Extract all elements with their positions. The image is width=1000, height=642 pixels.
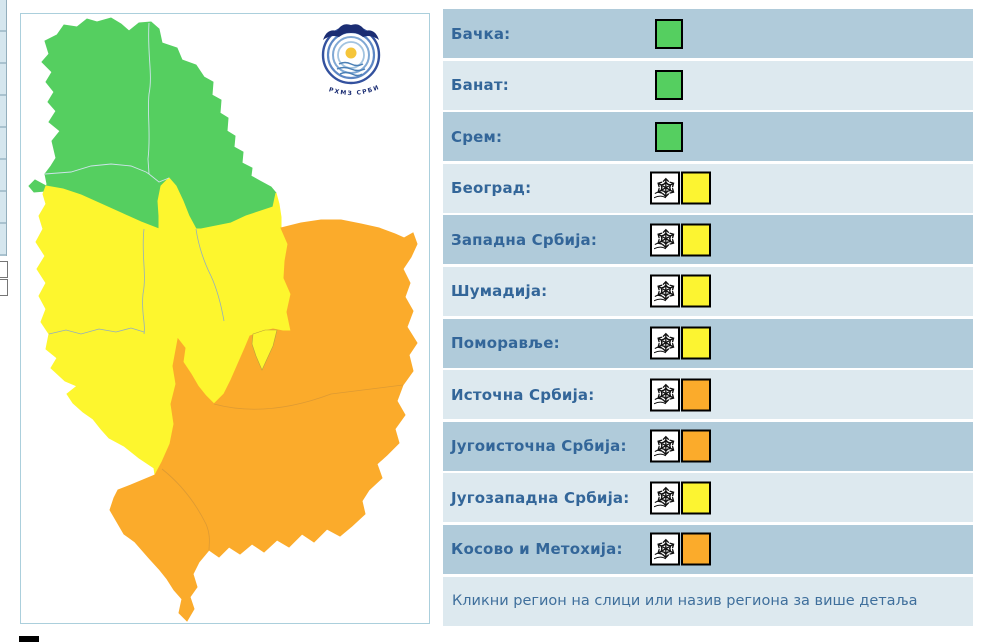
alert-icons bbox=[650, 274, 711, 308]
alert-level-swatch bbox=[655, 18, 683, 49]
alert-level-swatch bbox=[681, 429, 711, 463]
region-name-link[interactable]: Источна Србија: bbox=[451, 385, 595, 404]
alert-icons bbox=[650, 481, 711, 515]
alert-icons bbox=[650, 326, 711, 360]
region-name-link[interactable]: Београд: bbox=[451, 179, 532, 198]
central-district-borders bbox=[48, 228, 225, 335]
region-name-link[interactable]: Поморавље: bbox=[451, 334, 560, 353]
snowflake-warning-icon bbox=[650, 532, 680, 566]
alert-icons bbox=[650, 223, 711, 257]
snowflake-warning-icon bbox=[650, 326, 680, 360]
alert-level-swatch bbox=[681, 378, 711, 412]
region-row[interactable]: Срем: bbox=[443, 112, 973, 162]
region-row[interactable]: Поморавље: bbox=[443, 318, 973, 368]
cutoff-icon-fragment bbox=[19, 636, 39, 642]
snowflake-warning-icon bbox=[650, 378, 680, 412]
snowflake-warning-icon bbox=[650, 481, 680, 515]
alert-icons bbox=[650, 429, 711, 463]
region-name-link[interactable]: Банат: bbox=[451, 76, 509, 95]
alert-icons bbox=[650, 70, 683, 101]
alert-icons bbox=[650, 171, 711, 205]
region-row[interactable]: Југозападна Србија: bbox=[443, 473, 973, 523]
region-name-link[interactable]: Бачка: bbox=[451, 24, 511, 43]
south-district-borders bbox=[161, 384, 404, 551]
snowflake-warning-icon bbox=[650, 274, 680, 308]
region-row[interactable]: Југоисточна Србија: bbox=[443, 421, 973, 471]
alert-level-swatch bbox=[681, 274, 711, 308]
region-row[interactable]: Косово и Метохија: bbox=[443, 524, 973, 574]
region-name-link[interactable]: Западна Србија: bbox=[451, 230, 598, 249]
map-region-morava-strip[interactable] bbox=[251, 329, 278, 371]
alert-level-swatch bbox=[681, 532, 711, 566]
region-name-link[interactable]: Шумадија: bbox=[451, 282, 548, 301]
alert-level-swatch bbox=[681, 481, 711, 515]
snowflake-warning-icon bbox=[650, 223, 680, 257]
alert-level-swatch bbox=[655, 121, 683, 152]
serbia-alert-map bbox=[28, 17, 418, 622]
region-row[interactable]: Банат: bbox=[443, 60, 973, 110]
alert-icons bbox=[650, 532, 711, 566]
alert-icons bbox=[650, 18, 683, 49]
rhmz-logo: РХМЗ СРБИЈЕ bbox=[313, 24, 381, 97]
snowflake-warning-icon bbox=[650, 171, 680, 205]
alert-icons bbox=[650, 121, 683, 152]
region-name-link[interactable]: Косово и Метохија: bbox=[451, 540, 623, 559]
region-name-link[interactable]: Југозападна Србија: bbox=[451, 488, 630, 507]
vojvodina-district-borders bbox=[44, 22, 170, 183]
region-alert-list: Бачка: Банат: Срем: Београд: bbox=[443, 9, 973, 628]
region-row[interactable]: Бачка: bbox=[443, 9, 973, 58]
instruction-row: Кликни регион на слици или назив региона… bbox=[443, 576, 973, 626]
logo-sun bbox=[345, 47, 357, 59]
alert-level-swatch bbox=[681, 326, 711, 360]
logo-waves bbox=[336, 61, 366, 77]
serbia-alert-map-panel: РХМЗ СРБИЈЕ bbox=[20, 13, 430, 624]
instruction-text: Кликни регион на слици или назив региона… bbox=[452, 593, 918, 610]
page-edge-box-top bbox=[0, 261, 8, 278]
snowflake-warning-icon bbox=[650, 429, 680, 463]
alert-icons bbox=[650, 378, 711, 412]
logo-cloud bbox=[323, 24, 379, 40]
alert-level-swatch bbox=[681, 223, 711, 257]
region-row[interactable]: Источна Србија: bbox=[443, 370, 973, 420]
region-row[interactable]: Шумадија: bbox=[443, 266, 973, 316]
region-name-link[interactable]: Југоисточна Србија: bbox=[451, 437, 627, 456]
page-edge-menu-fragment bbox=[0, 0, 7, 256]
alert-level-swatch bbox=[655, 70, 683, 101]
region-row[interactable]: Београд: bbox=[443, 163, 973, 213]
alert-level-swatch bbox=[681, 171, 711, 205]
region-row[interactable]: Западна Србија: bbox=[443, 215, 973, 265]
region-name-link[interactable]: Срем: bbox=[451, 127, 503, 146]
page-edge-box-bottom bbox=[0, 279, 8, 296]
map-region-east-south[interactable] bbox=[109, 219, 418, 622]
